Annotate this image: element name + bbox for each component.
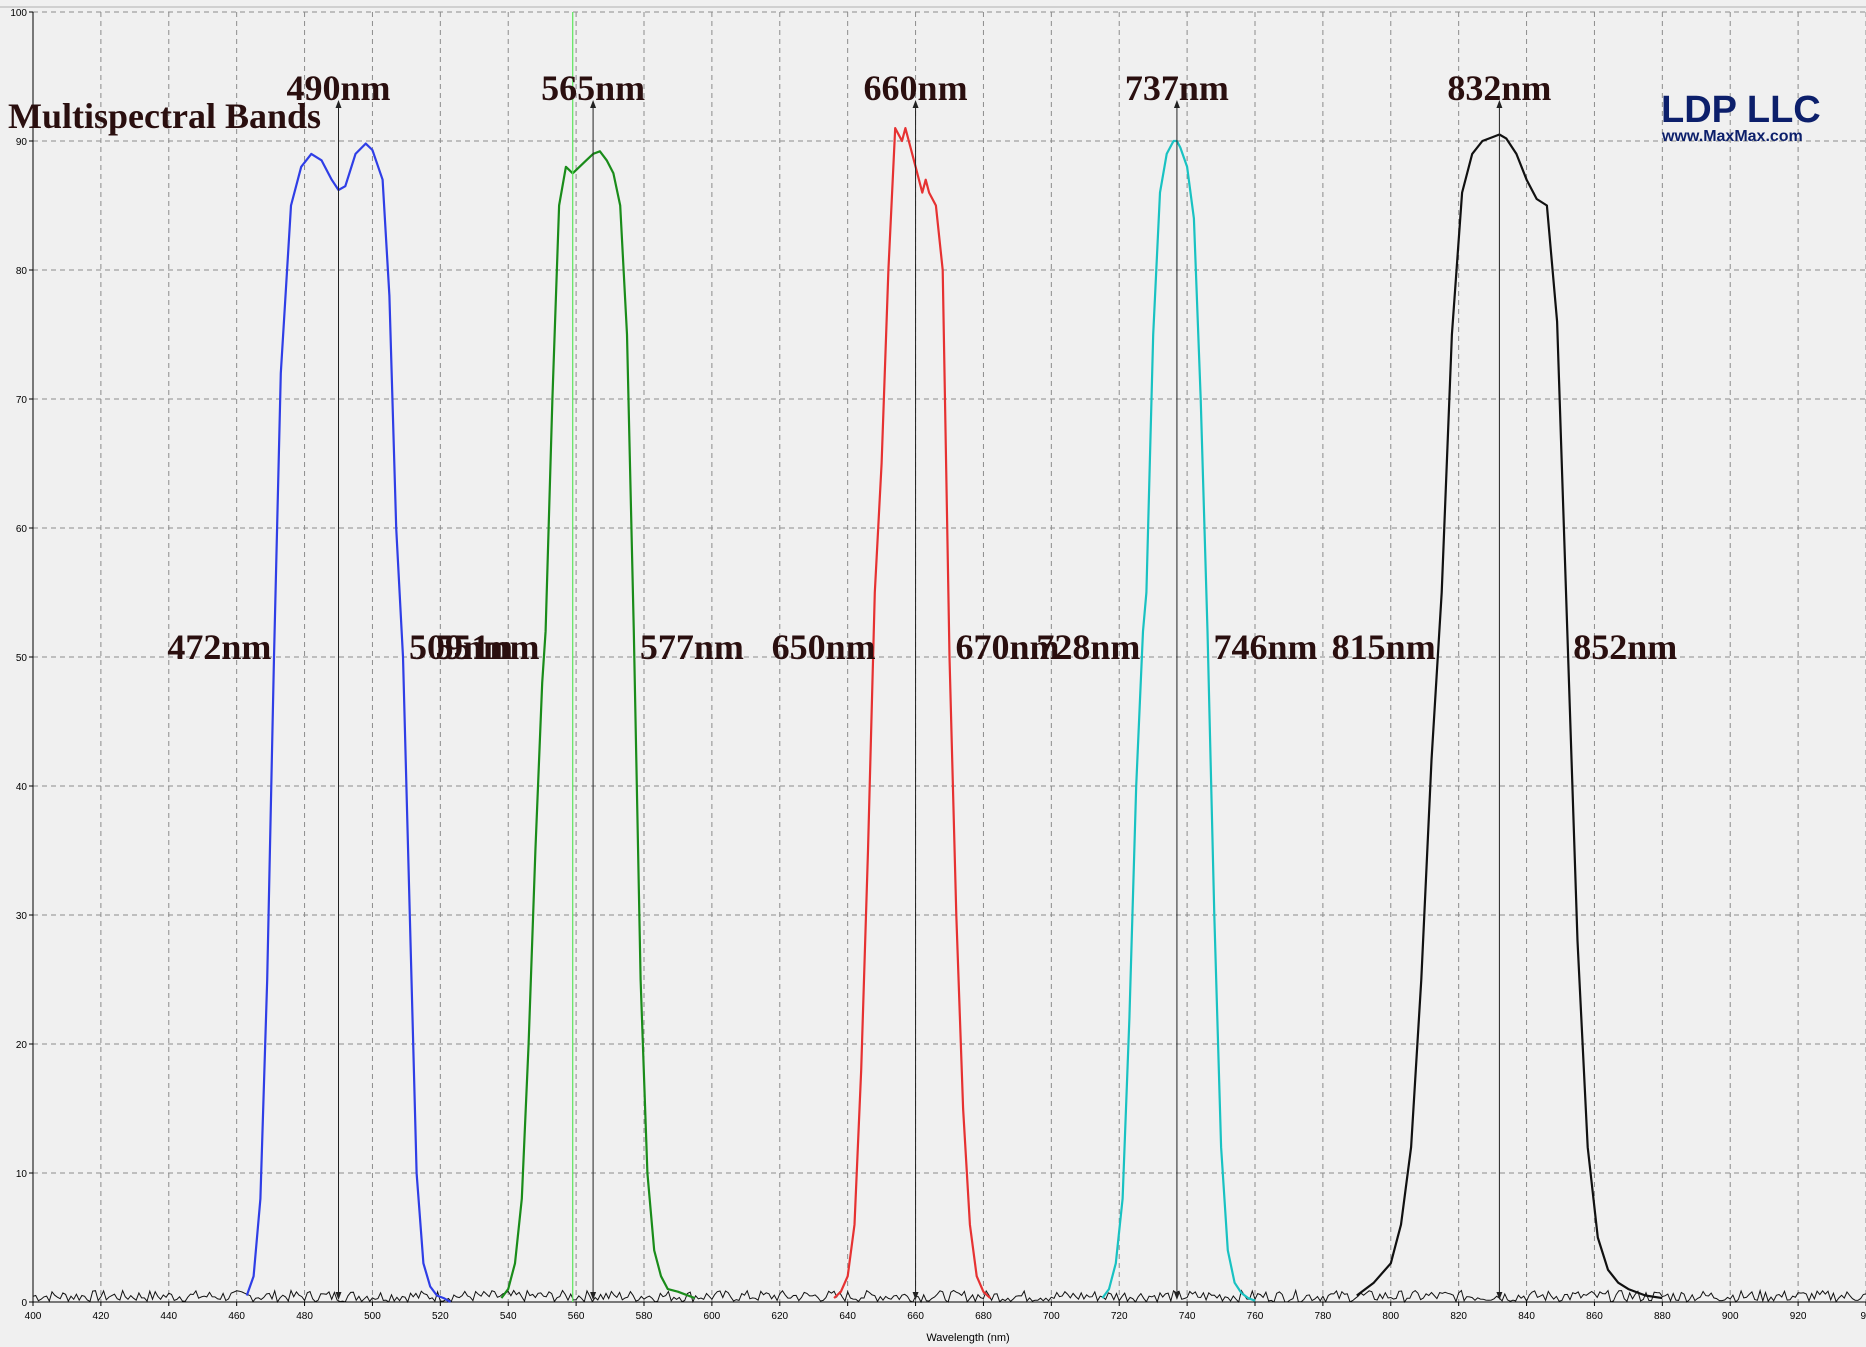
peak-label: 565nm [541, 68, 645, 108]
peak-arrow-head-bottom [1173, 1292, 1180, 1300]
peak-arrow-head-bottom [590, 1292, 597, 1300]
x-tick-label: 420 [93, 1311, 110, 1322]
marker-group [335, 12, 1503, 1302]
x-tick-label: 600 [704, 1311, 721, 1322]
x-tick-label: 820 [1450, 1311, 1467, 1322]
x-tick-label: 680 [975, 1311, 992, 1322]
peak-label: 490nm [286, 68, 390, 108]
x-tick-label: 780 [1315, 1311, 1332, 1322]
y-tick-label: 60 [16, 524, 28, 535]
edge-label: 509nm [409, 627, 513, 667]
edge-label: 577nm [640, 627, 744, 667]
x-tick-label: 900 [1722, 1311, 1739, 1322]
x-tick-label: 560 [568, 1311, 585, 1322]
y-tick-label: 20 [16, 1040, 28, 1051]
baseline-noise [32, 1288, 1866, 1304]
edge-label: 472nm [167, 627, 271, 667]
chart-title: Multispectral Bands [8, 96, 321, 136]
x-tick-label: 800 [1382, 1311, 1399, 1322]
x-tick-label: 700 [1043, 1311, 1060, 1322]
peak-arrow-head-top [912, 100, 919, 108]
grid [33, 11, 1866, 1302]
label-group: 490nm 565nm 660nm 737nm 832nm 472nm 509nm551nm… [167, 68, 1677, 667]
x-tick-label: 860 [1586, 1311, 1603, 1322]
series-line-5 [1356, 133, 1663, 1300]
x-tick-label: 740 [1179, 1311, 1196, 1322]
x-tick-label: 480 [296, 1311, 313, 1322]
x-tick-label: 460 [228, 1311, 245, 1322]
peak-label: 832nm [1447, 68, 1551, 108]
x-tick-label: 640 [839, 1311, 856, 1322]
peak-arrow-head-top [335, 100, 342, 108]
edge-label: 650nm [772, 627, 876, 667]
y-tick-label: 80 [16, 266, 28, 277]
series-line-2 [500, 150, 696, 1300]
x-tick-label: 540 [500, 1311, 517, 1322]
edge-label: 728nm [1036, 627, 1140, 667]
x-axis-label: Wavelength (nm) [926, 1332, 1009, 1344]
peak-arrow-head-top [1173, 100, 1180, 108]
x-tick-label: 94 [1860, 1311, 1866, 1322]
peak-arrow-head-bottom [912, 1292, 919, 1300]
x-tick-label: 440 [160, 1311, 177, 1322]
edge-label: 746nm [1213, 627, 1317, 667]
y-tick-label: 50 [16, 653, 28, 664]
peak-arrow-head-top [590, 100, 597, 108]
x-tick-label: 920 [1790, 1311, 1807, 1322]
series-line-3 [833, 127, 991, 1299]
peak-label: 737nm [1125, 68, 1229, 108]
y-tick-label: 100 [10, 8, 27, 19]
peak-arrow-head-bottom [1496, 1292, 1503, 1300]
x-tick-label: 880 [1654, 1311, 1671, 1322]
y-tick-label: 30 [16, 911, 28, 922]
y-tick-label: 0 [21, 1298, 27, 1309]
x-tick-label: 520 [432, 1311, 449, 1322]
x-axis-ticks: 400 420 440 460 480 500 520 540 560 580 600 620 640 6… [25, 1302, 1866, 1322]
edge-label: 815nm [1332, 627, 1436, 667]
x-tick-label: 720 [1111, 1311, 1128, 1322]
x-tick-label: 760 [1247, 1311, 1264, 1322]
logo-url: www.MaxMax.com [1661, 128, 1803, 145]
y-tick-label: 70 [16, 395, 28, 406]
x-tick-label: 400 [25, 1311, 42, 1322]
x-tick-label: 660 [907, 1311, 924, 1322]
x-tick-label: 840 [1518, 1311, 1535, 1322]
x-tick-label: 580 [636, 1311, 653, 1322]
edge-label: 551nm [436, 627, 540, 667]
peak-label: 660nm [864, 68, 968, 108]
series-line-1 [245, 142, 452, 1303]
y-tick-label: 40 [16, 782, 28, 793]
x-tick-label: 620 [771, 1311, 788, 1322]
y-axis-ticks: 0 10 20 30 40 50 60 70 80 90 100 [10, 8, 33, 1309]
peak-arrow-head-bottom [335, 1292, 342, 1300]
peak-arrow-head-top [1496, 100, 1503, 108]
x-tick-label: 500 [364, 1311, 381, 1322]
edge-label: 852nm [1573, 627, 1677, 667]
edge-label: 670nm [956, 627, 1060, 667]
y-tick-label: 90 [16, 137, 28, 148]
logo-text: LDP LLC [1661, 89, 1821, 131]
y-tick-label: 10 [16, 1169, 28, 1180]
